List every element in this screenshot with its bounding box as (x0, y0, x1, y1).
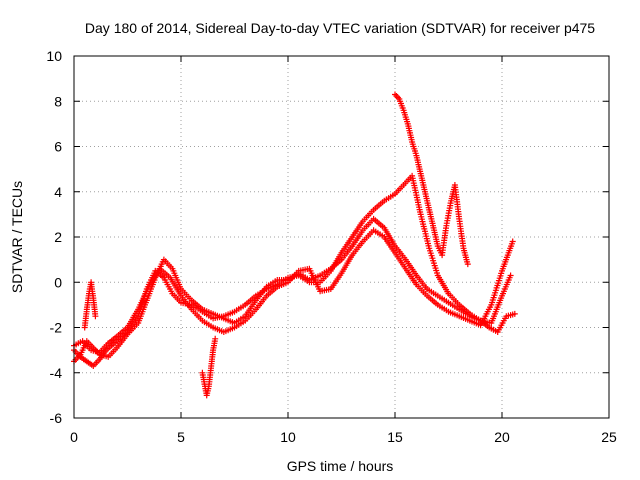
tick-labels: 0 5 10 15 20 25 -6 -4 -2 0 2 4 6 8 10 (46, 48, 617, 445)
y-tick-label: 4 (54, 184, 62, 200)
x-tick-label: 10 (280, 429, 296, 445)
chart-title: Day 180 of 2014, Sidereal Day-to-day VTE… (85, 20, 595, 36)
y-tick-label: 8 (54, 93, 62, 109)
data-points (71, 91, 518, 399)
y-tick-label: -4 (50, 365, 63, 381)
grid (74, 56, 609, 418)
data-point (92, 313, 99, 320)
y-tick-label: 10 (46, 48, 62, 64)
x-tick-label: 20 (494, 429, 510, 445)
x-axis-label: GPS time / hours (287, 458, 394, 474)
x-tick-label: 25 (601, 429, 617, 445)
y-tick-label: -2 (50, 320, 63, 336)
data-point (507, 272, 514, 279)
data-point (509, 238, 516, 245)
y-tick-label: 6 (54, 139, 62, 155)
y-axis-label: SDTVAR / TECUs (9, 181, 25, 293)
y-tick-label: 0 (54, 274, 62, 290)
x-tick-label: 5 (177, 429, 185, 445)
x-tick-label: 15 (387, 429, 403, 445)
data-point (511, 310, 518, 317)
y-tick-label: -6 (50, 410, 63, 426)
data-point (212, 335, 219, 342)
x-tick-label: 0 (70, 429, 78, 445)
y-tick-label: 2 (54, 229, 62, 245)
data-point (464, 261, 471, 268)
axis-ticks (73, 55, 610, 419)
